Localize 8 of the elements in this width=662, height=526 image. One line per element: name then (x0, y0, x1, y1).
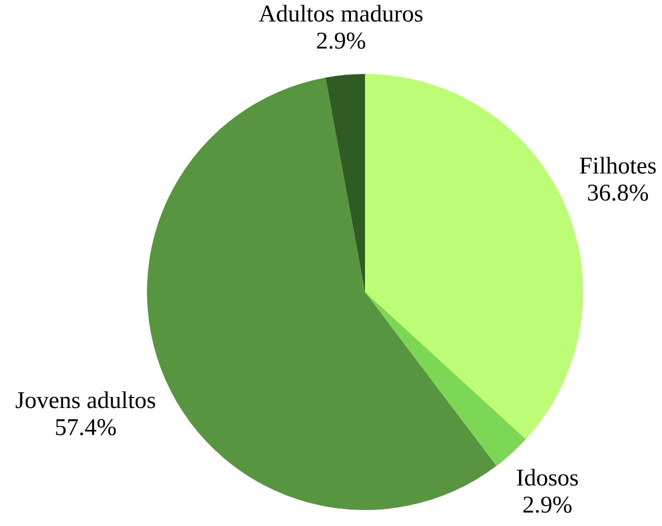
data-label: 57.4% (54, 414, 117, 441)
slice-label: Jovens adultos (15, 388, 156, 414)
slice-label: Adultos maduros (258, 2, 424, 28)
data-label: 36.8% (586, 180, 649, 206)
slice-label: Filhotes (579, 153, 657, 180)
data-label: 2.9% (522, 492, 572, 518)
slice-label: Idosos (516, 465, 579, 492)
data-label: 2.9% (316, 28, 366, 55)
